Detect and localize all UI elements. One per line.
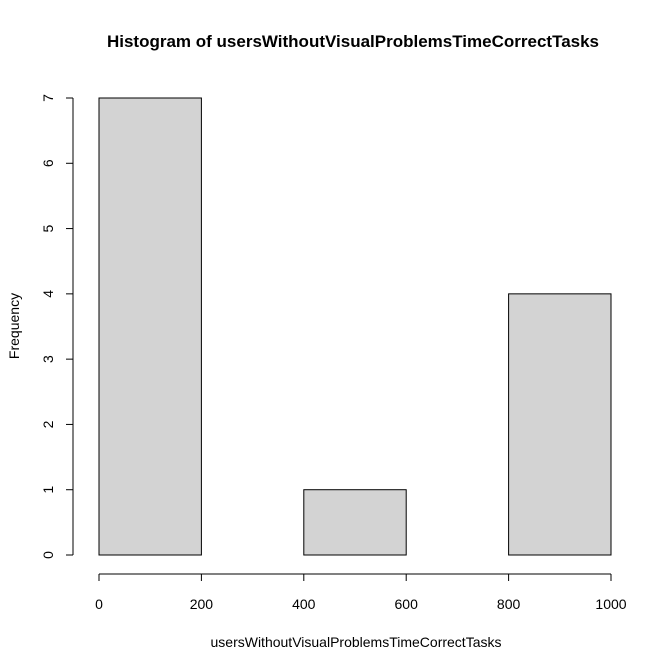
x-tick-label: 600: [395, 596, 419, 612]
histogram-bar-0: [98, 97, 202, 556]
x-tick-label: 800: [497, 596, 521, 612]
x-tick-label: 0: [95, 596, 103, 612]
y-tick-label: 6: [40, 159, 56, 167]
y-tick-label: 3: [40, 355, 56, 363]
y-tick-label: 0: [40, 551, 56, 559]
histogram-bar-2: [303, 489, 407, 556]
x-tick-label: 400: [292, 596, 316, 612]
y-tick-label: 7: [40, 94, 56, 102]
x-tick-label: 1000: [595, 596, 626, 612]
y-tick-label: 5: [40, 224, 56, 232]
y-tick-label: 1: [40, 486, 56, 494]
bars-group: [98, 97, 612, 556]
y-axis: 0 1 2 3 4 5 6 7: [40, 94, 74, 559]
y-tick-label: 2: [40, 420, 56, 428]
x-tick-label: 200: [190, 596, 214, 612]
x-axis-label: usersWithoutVisualProblemsTimeCorrectTas…: [211, 634, 502, 650]
y-axis-label: Frequency: [6, 293, 22, 359]
chart-title: Histogram of usersWithoutVisualProblemsT…: [107, 32, 599, 51]
x-axis: 0 200 400 600 800 1000: [95, 573, 627, 612]
histogram-bar-4: [508, 293, 612, 556]
y-tick-label: 4: [40, 290, 56, 298]
